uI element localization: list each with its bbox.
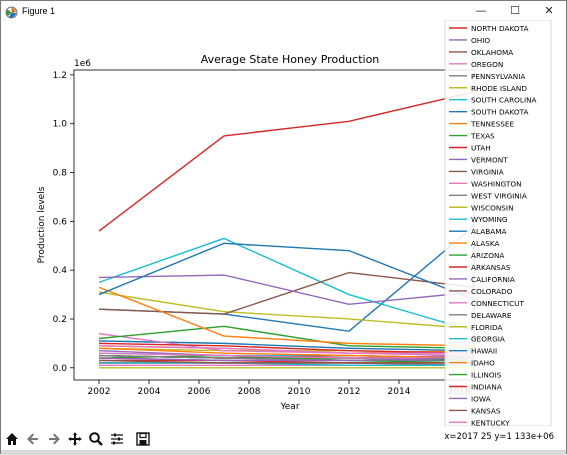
- series-line-ohio: [98, 357, 474, 362]
- y-tick-label: 0.2: [53, 315, 67, 325]
- y-tick-label: 0.4: [53, 266, 68, 276]
- legend-label: GEORGIA: [471, 335, 505, 344]
- x-tick-label: 2004: [138, 387, 161, 397]
- series-line-vermont: [98, 274, 474, 306]
- title-bar: Figure 1 — ☐ ✕: [1, 1, 566, 20]
- legend-label: ALABAMA: [471, 227, 507, 236]
- series-line-wyoming: [98, 237, 474, 332]
- legend-label: KENTUCKY: [471, 418, 510, 426]
- chart-title: Average State Honey Production: [201, 53, 380, 66]
- legend-label: ARKANSAS: [471, 263, 511, 272]
- series-line-texas: [98, 325, 474, 349]
- legend-label: DELAWARE: [471, 311, 512, 320]
- legend-label: UTAH: [471, 144, 491, 153]
- zoom-icon[interactable]: [86, 429, 106, 449]
- legend-label: IDAHO: [471, 359, 495, 368]
- legend-label: PENNSYLVANIA: [471, 72, 525, 81]
- legend-label: COLORADO: [471, 287, 513, 296]
- line-chart: 2002 2004 2006 2008 2010 2012 2014 0.0 0.2 0.4 0.6…: [37, 19, 552, 427]
- y-offset-label: 1e6: [74, 59, 91, 69]
- pan-icon[interactable]: [65, 429, 85, 449]
- legend-label: TEXAS: [470, 132, 495, 141]
- axes-frame: [73, 69, 475, 381]
- series-line-oklahoma: [98, 359, 474, 364]
- series-line-alaska: [98, 347, 474, 359]
- y-tick-label: 0.0: [53, 364, 68, 374]
- legend-label: IOWA: [471, 394, 491, 403]
- series-line-connecticut: [98, 332, 474, 357]
- legend: NORTH DAKOTA OHIO OKLAHOMA OREGON PENNSYLVAN…: [444, 19, 552, 427]
- series-line-wisconsin: [98, 291, 474, 330]
- series-line-washington: [98, 345, 474, 354]
- legend-label: SOUTH CAROLINA: [471, 96, 537, 105]
- save-icon[interactable]: [133, 429, 153, 449]
- legend-label: ILLINOIS: [471, 371, 502, 380]
- x-tick-label: 2012: [338, 387, 361, 397]
- series-line-south-carolina: [99, 362, 474, 367]
- legend-label: OREGON: [471, 60, 503, 69]
- legend-label: WASHINGTON: [471, 179, 522, 188]
- legend-label: WISCONSIN: [471, 203, 514, 212]
- legend-label: INDIANA: [471, 383, 502, 392]
- legend-label: FLORIDA: [471, 323, 502, 332]
- plot-canvas[interactable]: 2002 2004 2006 2008 2010 2012 2014 0.0 0.2 0.4 0.6…: [1, 19, 567, 427]
- legend-label: NORTH DAKOTA: [471, 24, 529, 33]
- close-button[interactable]: ✕: [544, 4, 554, 17]
- back-arrow-icon[interactable]: [23, 429, 43, 449]
- y-tick-label: 1.0: [53, 120, 68, 130]
- legend-label: KANSAS: [471, 406, 501, 415]
- legend-label: CALIFORNIA: [471, 275, 515, 284]
- status-strip: [1, 450, 566, 455]
- legend-label: RHODE ISLAND: [471, 84, 527, 93]
- legend-label: VIRGINIA: [471, 167, 504, 176]
- x-tick-label: 2010: [288, 387, 311, 397]
- legend-label: ALASKA: [471, 239, 500, 248]
- legend-label: OKLAHOMA: [471, 48, 513, 57]
- series-line-tennessee: [98, 286, 474, 347]
- x-tick-label: 2002: [88, 387, 111, 397]
- y-axis-label: Production levels: [37, 186, 47, 263]
- x-tick-label: 2014: [388, 387, 411, 397]
- window-title: Figure 1: [22, 5, 56, 16]
- legend-label: HAWAII: [471, 347, 497, 356]
- y-tick-label: 0.6: [53, 217, 68, 227]
- legend-label: WYOMING: [471, 215, 508, 224]
- series-line-south-dakota: [98, 242, 474, 301]
- window-controls: — ☐ ✕: [464, 1, 566, 20]
- x-tick-label: 2006: [188, 387, 211, 397]
- subplots-icon[interactable]: [107, 429, 127, 449]
- minimize-button[interactable]: —: [475, 4, 487, 17]
- legend-label: VERMONT: [471, 155, 508, 164]
- legend-label: OHIO: [471, 36, 490, 45]
- legend-label: WEST VIRGINIA: [471, 191, 527, 200]
- legend-label: SOUTH DAKOTA: [471, 108, 528, 117]
- series-line-arkansas: [98, 342, 474, 354]
- x-axis-label: Year: [279, 402, 299, 412]
- home-icon[interactable]: [2, 429, 22, 449]
- forward-arrow-icon[interactable]: [44, 429, 64, 449]
- matplotlib-app-icon: [5, 4, 18, 19]
- series-line-north-dakota: [98, 91, 474, 232]
- legend-label: CONNECTICUT: [471, 299, 525, 308]
- legend-label: TENNESSEE: [470, 120, 514, 129]
- legend-label: ARIZONA: [471, 251, 504, 260]
- y-tick-label: 0.8: [53, 169, 68, 179]
- maximize-button[interactable]: ☐: [510, 4, 520, 17]
- navigation-toolbar: [1, 426, 566, 451]
- x-tick-label: 2008: [238, 387, 261, 397]
- cursor-coordinates: x=2017 25 y=1 133e+06: [444, 432, 554, 442]
- series-line-oregon: [98, 352, 474, 359]
- y-tick-label: 1.2: [53, 71, 67, 81]
